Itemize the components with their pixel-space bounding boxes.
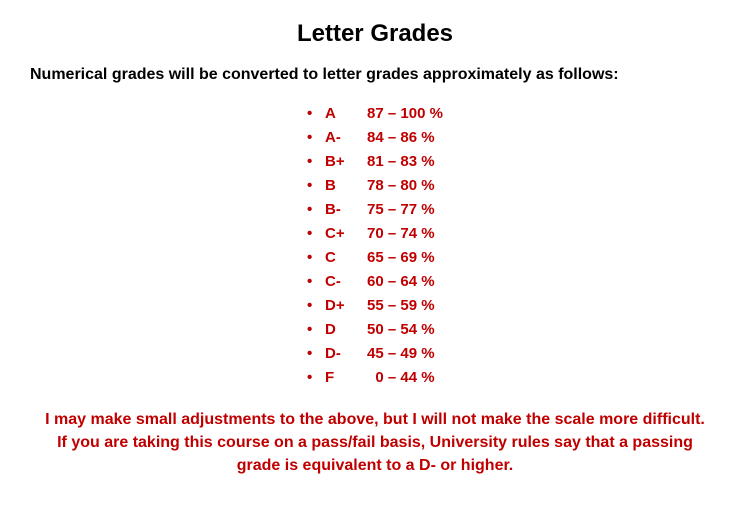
bullet-icon: • <box>307 294 325 318</box>
grade-letter: A- <box>325 126 367 150</box>
bullet-icon: • <box>307 102 325 126</box>
bullet-icon: • <box>307 198 325 222</box>
grade-range: 45 – 49 % <box>367 342 435 366</box>
grade-row: •D-45 – 49 % <box>307 342 443 366</box>
grade-scale-list: •A87 – 100 %•A-84 – 86 %•B+81 – 83 %•B78… <box>307 102 443 390</box>
grade-row: •B+81 – 83 % <box>307 150 443 174</box>
intro-text: Numerical grades will be converted to le… <box>30 66 720 84</box>
bullet-icon: • <box>307 342 325 366</box>
grade-row: •A-84 – 86 % <box>307 126 443 150</box>
bullet-icon: • <box>307 366 325 390</box>
bullet-icon: • <box>307 246 325 270</box>
grade-range: 55 – 59 % <box>367 294 435 318</box>
grade-row: •D+55 – 59 % <box>307 294 443 318</box>
grade-range: 0 – 44 % <box>367 366 435 390</box>
grade-range: 50 – 54 % <box>367 318 435 342</box>
grade-letter: B- <box>325 198 367 222</box>
grade-range: 84 – 86 % <box>367 126 435 150</box>
grade-letter: F <box>325 366 367 390</box>
bullet-icon: • <box>307 318 325 342</box>
grade-row: •F 0 – 44 % <box>307 366 443 390</box>
bullet-icon: • <box>307 174 325 198</box>
grade-letter: A <box>325 102 367 126</box>
grade-letter: B <box>325 174 367 198</box>
footer-note: I may make small adjustments to the abov… <box>30 408 720 478</box>
grade-letter: D- <box>325 342 367 366</box>
grade-range: 65 – 69 % <box>367 246 435 270</box>
grade-letter: C- <box>325 270 367 294</box>
grade-row: •C-60 – 64 % <box>307 270 443 294</box>
grade-row: •B78 – 80 % <box>307 174 443 198</box>
grade-range: 78 – 80 % <box>367 174 435 198</box>
grade-range: 60 – 64 % <box>367 270 435 294</box>
grade-letter: C+ <box>325 222 367 246</box>
grade-letter: D+ <box>325 294 367 318</box>
grade-range: 81 – 83 % <box>367 150 435 174</box>
grade-range: 87 – 100 % <box>367 102 443 126</box>
bullet-icon: • <box>307 126 325 150</box>
bullet-icon: • <box>307 150 325 174</box>
grade-letter: D <box>325 318 367 342</box>
grade-row: •C+70 – 74 % <box>307 222 443 246</box>
grade-row: •D50 – 54 % <box>307 318 443 342</box>
page-title: Letter Grades <box>30 20 720 48</box>
grade-row: •B-75 – 77 % <box>307 198 443 222</box>
grade-row: •A87 – 100 % <box>307 102 443 126</box>
grade-letter: C <box>325 246 367 270</box>
grade-row: •C65 – 69 % <box>307 246 443 270</box>
bullet-icon: • <box>307 222 325 246</box>
grade-range: 75 – 77 % <box>367 198 435 222</box>
bullet-icon: • <box>307 270 325 294</box>
grade-letter: B+ <box>325 150 367 174</box>
grade-range: 70 – 74 % <box>367 222 435 246</box>
